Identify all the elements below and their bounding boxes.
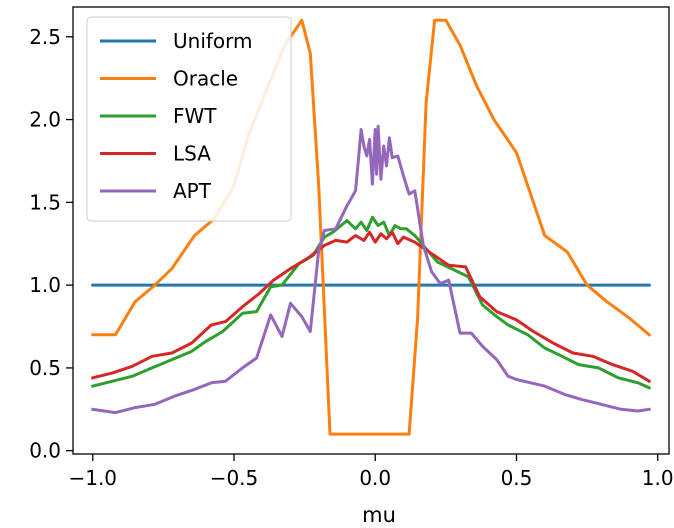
y-tick-label: 2.5 — [29, 25, 61, 49]
x-axis-label: mu — [362, 503, 396, 527]
y-tick-label: 0.5 — [29, 356, 61, 380]
series-line-oracle — [91, 18, 652, 436]
x-tick-label: −0.5 — [210, 466, 259, 490]
y-tick-label: 0.0 — [29, 439, 61, 463]
legend-label: APT — [173, 179, 212, 203]
x-tick-label: 0.0 — [359, 466, 391, 490]
legend-box — [86, 16, 292, 222]
series-line-lsa — [90, 230, 652, 384]
legend-label: Uniform — [173, 29, 253, 53]
series-line-fwt — [90, 215, 652, 390]
x-tick-label: 0.5 — [501, 466, 533, 490]
y-tick-label: 2.0 — [29, 108, 61, 132]
y-tick-label: 1.5 — [29, 190, 61, 214]
plot-frame — [72, 6, 670, 455]
y-tick-label: 1.0 — [29, 273, 61, 297]
x-tick-label: −1.0 — [68, 466, 117, 490]
x-tick-label: 1.0 — [642, 466, 674, 490]
legend-label: FWT — [173, 104, 217, 128]
legend: Uniform Oracle FWT LSA APT — [86, 16, 292, 222]
legend-label: Oracle — [173, 67, 238, 91]
series-line-apt — [91, 124, 651, 415]
legend-label: LSA — [173, 142, 211, 166]
